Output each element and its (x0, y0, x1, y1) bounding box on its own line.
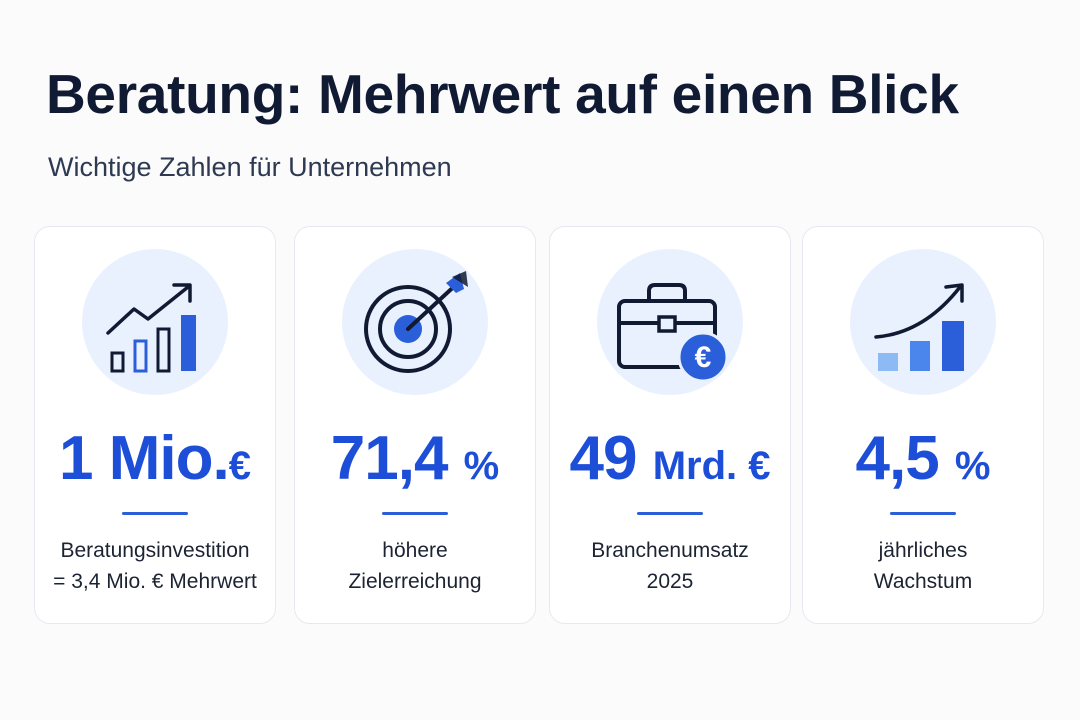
stat-card-growth: 4,5 % jährliches Wachstum (802, 226, 1044, 624)
stat-number: 1 Mio. (59, 424, 230, 493)
stat-description-line: 2025 (646, 570, 694, 593)
divider (637, 512, 703, 515)
stat-description: jährliches Wachstum (803, 535, 1043, 597)
stat-description-line: = 3,4 Mio. € Mehrwert (53, 570, 257, 593)
stat-value: 71,4 % (295, 423, 535, 494)
stat-number: 71,4 (330, 424, 449, 493)
stat-description: Branchenumsatz 2025 (550, 535, 790, 597)
stat-cards: 1 Mio.€ Beratungsinvestition = 3,4 Mio. … (0, 226, 1080, 626)
divider (890, 512, 956, 515)
stat-description-line: Beratungsinvestition (60, 539, 250, 562)
svg-text:€: € (695, 341, 712, 374)
page-subtitle: Wichtige Zahlen für Unternehmen (48, 152, 452, 182)
stat-card-goal: 71,4 % höhere Zielerreichung (294, 226, 536, 624)
stat-value: 4,5 % (803, 423, 1043, 494)
stat-description-line: jährliches (878, 539, 968, 562)
stat-unit: € (228, 444, 251, 488)
stat-unit: % (463, 444, 500, 488)
stat-description: Beratungsinvestition = 3,4 Mio. € Mehrwe… (35, 535, 275, 597)
stat-card-revenue: € 49 Mrd. € Branchenumsatz 2025 (549, 226, 791, 624)
stat-value: 1 Mio.€ (35, 423, 275, 494)
bar-chart-growth-icon (82, 249, 228, 395)
stat-description: höhere Zielerreichung (295, 535, 535, 597)
divider (382, 512, 448, 515)
page-title: Beratung: Mehrwert auf einen Blick (46, 63, 959, 125)
stat-description-line: Zielerreichung (348, 570, 482, 593)
stat-description-line: Wachstum (873, 570, 973, 593)
target-icon (342, 249, 488, 395)
stat-number: 4,5 (855, 424, 939, 493)
divider (122, 512, 188, 515)
stat-unit: % (954, 444, 991, 488)
growth-curve-icon (850, 249, 996, 395)
stat-description-line: höhere (382, 539, 448, 562)
stat-value: 49 Mrd. € (550, 423, 790, 494)
stat-card-investment: 1 Mio.€ Beratungsinvestition = 3,4 Mio. … (34, 226, 276, 624)
briefcase-euro-icon: € (597, 249, 743, 395)
stat-unit: Mrd. € (652, 444, 771, 488)
stat-number: 49 (569, 424, 638, 493)
stat-description-line: Branchenumsatz (591, 539, 749, 562)
